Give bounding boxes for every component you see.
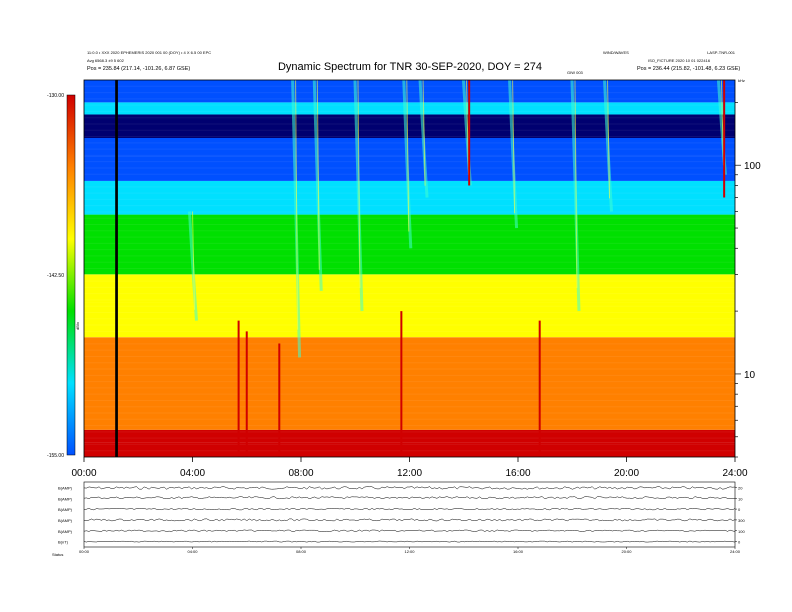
x-tick-label: 20:00 (614, 468, 639, 479)
time-series-scale: 0 (738, 540, 741, 545)
data-gap (115, 80, 118, 457)
spectrum-band (84, 138, 735, 157)
radio-burst (418, 80, 429, 198)
radio-burst-core (465, 80, 469, 175)
colorbar: -130.00 -142.50 -155.00 dB/v (47, 93, 80, 459)
x-tick-label: 16:00 (505, 468, 530, 479)
spectrum-band (84, 302, 735, 338)
x-tick-label: 24:00 (722, 468, 747, 479)
time-series-line (83, 486, 736, 490)
time-series-line (83, 529, 736, 532)
y-tick-label: 100 (744, 161, 761, 172)
header-right-line2: LASP-TNR-001 (707, 50, 736, 55)
time-series-frame (83, 481, 736, 548)
header-left-line1: 11:0.0 • XXX 2020 EPHEMERIS 2020 001 00 … (87, 50, 211, 55)
time-series-line (83, 540, 736, 543)
radio-burst-core (512, 80, 516, 214)
radio-burst (603, 80, 614, 212)
spectrum-band (84, 274, 735, 303)
radio-burst-core (357, 80, 361, 288)
time-series-x-tick-label: 12:00 (404, 549, 415, 554)
radio-burst (188, 211, 198, 321)
colorbar-unit-label: dB/v (75, 322, 80, 330)
header-right-line3: ISO_FICTURE 2020 10 01 022416 (648, 58, 711, 63)
radio-burst (312, 80, 323, 291)
radio-burst-core (192, 211, 195, 310)
spectrogram-axes: 00:00 04:00 08:00 12:00 16:00 20:00 24:00 100 10 (71, 102, 761, 479)
time-series-panel: B(AMP) 20 B(AMP) 10 B(AMP) 0 B(AMP) 300 B(AMP) 10… (52, 481, 745, 557)
header-mid-tag: GIW 003 (567, 70, 584, 75)
radio-burst-core (607, 80, 611, 199)
header-right-position: Pos = 236.44 (215.82, -101.48, 6.23 GSE) (637, 66, 740, 72)
header-left-position: Pos = 235.84 (217.14, -101.26, 6.87 GSE) (87, 66, 190, 72)
colorbar-top-label: -130.00 (47, 93, 64, 99)
radio-burst-core (406, 80, 410, 232)
time-series-name: B(AMP) (58, 485, 73, 490)
time-series-x-tick-label: 04:00 (187, 549, 198, 554)
colorbar-mid-label: -142.50 (47, 273, 64, 279)
time-series-x-tick-label: 24:00 (730, 549, 741, 554)
time-series-name: B(AMP) (58, 529, 73, 534)
radio-burst (291, 80, 302, 358)
radio-burst-core (422, 80, 426, 186)
time-series-line (83, 518, 736, 522)
spectrum-band (84, 156, 735, 182)
x-tick-label: 12:00 (397, 468, 422, 479)
time-series-line (83, 496, 736, 500)
radio-burst (570, 80, 581, 312)
spectrum-band (84, 102, 735, 115)
spectrum-band (84, 337, 735, 430)
frequency-unit-label: kHz (738, 78, 745, 83)
x-tick-label: 08:00 (288, 468, 313, 479)
time-series-scale: 10 (738, 496, 743, 501)
time-series-scale: 100 (738, 529, 745, 534)
time-series-scale: 0 (738, 507, 741, 512)
header-left-line2: Avg 6568.3 ±9 5 602 (87, 58, 125, 63)
time-series-scale: 300 (738, 518, 745, 523)
time-series-x-tick-label: 16:00 (513, 549, 524, 554)
time-series-name: B(nT) (58, 540, 69, 545)
time-series-x-tick-label: 20:00 (621, 549, 632, 554)
spectrogram-area (83, 79, 736, 458)
time-series-scale: 20 (738, 485, 743, 490)
time-series-name: B(AMP) (58, 496, 73, 501)
chart-title: Dynamic Spectrum for TNR 30-SEP-2020, DO… (278, 61, 542, 73)
x-tick-label: 00:00 (71, 468, 96, 479)
x-tick-label: 04:00 (180, 468, 205, 479)
header-right-line1: WIND/WAVES (603, 50, 629, 55)
radio-burst (353, 80, 364, 312)
time-series-status-label: Status (52, 552, 63, 557)
time-series-line (83, 508, 736, 511)
time-series-x-tick-label: 00:00 (79, 549, 90, 554)
colorbar-bottom-label: -155.00 (47, 453, 64, 459)
time-series-name: B(AMP) (58, 507, 73, 512)
y-tick-label: 10 (744, 370, 756, 381)
colorbar-gradient (66, 94, 76, 456)
time-series-x-tick-label: 08:00 (296, 549, 307, 554)
radio-burst-core (316, 80, 320, 270)
radio-burst-core (574, 80, 578, 288)
radio-burst-core (295, 80, 299, 330)
radio-burst (508, 80, 519, 229)
radio-burst-core (720, 80, 724, 166)
time-series-name: B(AMP) (58, 518, 73, 523)
radio-burst (402, 80, 413, 249)
